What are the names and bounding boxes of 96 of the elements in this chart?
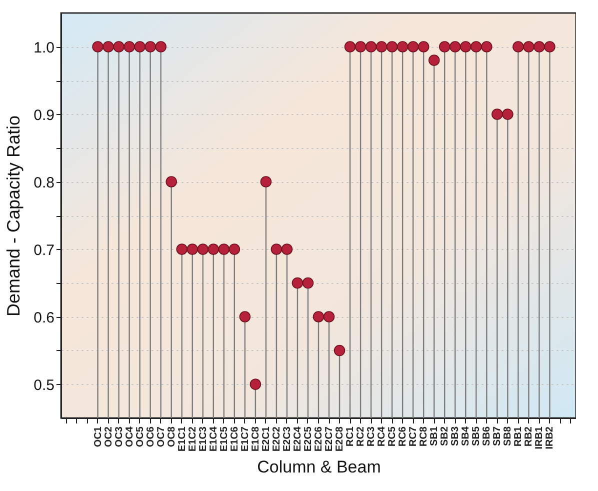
point (208, 244, 220, 255)
x-tick-label: SB6 (482, 426, 493, 446)
point (281, 244, 293, 255)
x-tick-label: RC8 (418, 426, 430, 447)
x-tick-label: OC5 (134, 426, 146, 448)
x-tick-label: E1C7 (240, 426, 251, 452)
x-tick-label: RB2 (524, 426, 535, 447)
point (323, 311, 335, 322)
x-tick-label: OC6 (145, 426, 156, 448)
point (197, 244, 209, 255)
point (396, 41, 408, 52)
point (144, 41, 156, 52)
point (312, 311, 324, 322)
y-axis-title: Demand - Capacity Ratio (4, 115, 24, 317)
x-tick-label: SB8 (502, 426, 514, 446)
x-tick-label: E2C4 (292, 426, 304, 452)
y-tick-label: 1.0 (34, 39, 54, 56)
point (113, 41, 124, 52)
x-tick-label: E1C5 (218, 426, 230, 452)
x-tick-label: OC8 (166, 426, 178, 448)
point (376, 41, 388, 52)
x-tick-label: E1C3 (198, 426, 209, 452)
point (354, 41, 366, 52)
x-tick-label: IRB1 (534, 426, 546, 450)
point (270, 244, 282, 255)
x-tick-label: RB1 (513, 426, 524, 447)
point (386, 41, 398, 52)
x-tick-label: OC2 (103, 426, 114, 448)
point (302, 277, 314, 289)
point (102, 41, 114, 52)
point (250, 378, 262, 390)
point (492, 108, 503, 120)
y-tick-label: 0.8 (34, 174, 54, 192)
x-tick-label: E2C2 (271, 426, 282, 452)
point (92, 41, 104, 52)
x-tick-label: RC7 (408, 426, 420, 447)
x-tick-label: E2C5 (302, 426, 314, 452)
x-tick-label: IRB2 (544, 426, 556, 450)
point (512, 41, 524, 52)
point (502, 108, 514, 120)
x-tick-label: RC3 (366, 426, 378, 447)
x-axis-title: Column & Beam (257, 458, 381, 477)
x-tick-label: E1C8 (250, 426, 262, 452)
x-tick-label: OC4 (124, 426, 136, 448)
point (460, 41, 472, 52)
y-tick-label: 0.5 (34, 376, 54, 394)
x-tick-label: SB4 (460, 426, 472, 446)
point (344, 41, 356, 52)
point (481, 41, 492, 52)
point (239, 311, 251, 322)
x-tick-label: E2C7 (324, 426, 336, 452)
point (523, 41, 534, 52)
point (334, 344, 346, 356)
point (134, 41, 146, 52)
point (260, 176, 272, 188)
x-tick-label: E2C1 (260, 426, 272, 452)
point (176, 244, 188, 255)
y-tick-label: 0.9 (34, 106, 54, 124)
point (428, 54, 440, 66)
point (186, 244, 198, 255)
x-tick-label: SB1 (429, 426, 440, 446)
x-tick-label: E2C8 (334, 426, 346, 452)
point (544, 41, 556, 52)
point (438, 41, 450, 52)
x-tick-label: E1C1 (176, 426, 188, 452)
point (155, 41, 166, 52)
point (228, 244, 240, 255)
point (418, 41, 430, 52)
point (407, 41, 419, 52)
point (124, 41, 135, 52)
x-tick-label: E1C4 (208, 426, 220, 452)
x-tick-label: RC5 (387, 426, 398, 447)
point (218, 244, 230, 255)
x-tick-label: OC3 (114, 426, 125, 448)
x-tick-label: RC1 (345, 426, 356, 447)
x-tick-label: E2C6 (314, 426, 324, 452)
point (470, 41, 482, 52)
point (166, 176, 177, 188)
x-tick-label: E1C6 (229, 426, 240, 452)
point (534, 41, 545, 52)
x-tick-label: RC2 (356, 426, 367, 447)
x-tick-label: SB7 (492, 426, 504, 446)
y-tick-label: 0.7 (34, 242, 54, 259)
x-tick-label: SB2 (440, 426, 451, 446)
x-tick-label: RC4 (376, 426, 388, 447)
x-tick-label: E2C3 (282, 426, 293, 452)
point (365, 41, 377, 52)
x-tick-label: SB5 (471, 426, 482, 446)
point (449, 41, 461, 52)
y-tick-label: 0.6 (34, 309, 54, 326)
x-tick-label: RC6 (398, 426, 409, 447)
x-tick-label: SB3 (450, 426, 462, 446)
x-tick-label: OC7 (156, 426, 167, 448)
x-tick-label: OC1 (92, 426, 104, 448)
x-tick-label: E1C2 (187, 426, 198, 452)
point (292, 277, 304, 289)
